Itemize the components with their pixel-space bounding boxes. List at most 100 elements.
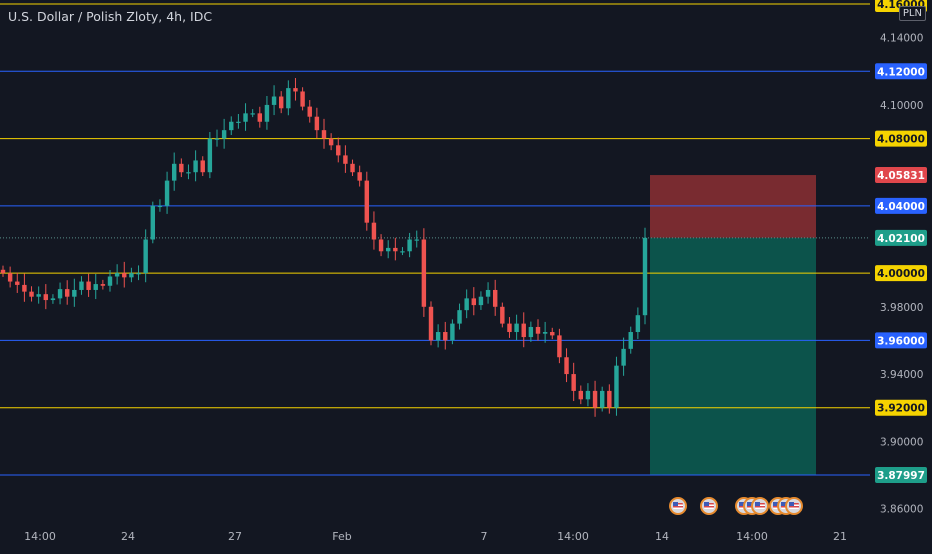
candle-body (635, 315, 641, 333)
us-flag-icon[interactable] (785, 497, 803, 515)
time-tick-label: Feb (332, 530, 351, 543)
us-flag-icon[interactable] (751, 497, 769, 515)
candle-body (407, 239, 412, 252)
candle-body (435, 332, 441, 341)
candle-body (107, 276, 113, 286)
candle-body (257, 113, 263, 122)
candle-body (514, 323, 519, 333)
candle-body (628, 332, 633, 349)
price-label-text: 4.12000 (877, 66, 925, 78)
candle-body (471, 298, 477, 306)
time-tick-label: 27 (228, 530, 242, 543)
price-label-badge (875, 197, 927, 214)
candle-body (136, 273, 141, 275)
candle-body (507, 323, 512, 333)
candle-body (385, 247, 391, 252)
chart-plot-area[interactable]: U.S. Dollar / Polish Zloty, 4h, IDC (0, 0, 870, 520)
candle-body (592, 390, 598, 408)
time-tick-label: 14:00 (24, 530, 56, 543)
candle-body (393, 247, 398, 252)
candle-body (186, 172, 191, 174)
candle-body (328, 138, 334, 146)
candle-body (264, 104, 270, 122)
candle-body (378, 239, 384, 252)
candle-body (236, 121, 241, 123)
price-label-badge (875, 167, 927, 184)
candle-body (321, 130, 327, 139)
candle-body (293, 88, 298, 92)
take-profit-zone[interactable] (650, 237, 816, 476)
candle-body (585, 390, 591, 400)
price-label-badge (875, 332, 927, 349)
candle-body (457, 310, 462, 324)
candle-body (607, 390, 612, 408)
candle-body (86, 281, 91, 290)
candle-body (122, 273, 127, 278)
price-tick-label: 3.90000 (880, 436, 923, 448)
candle-body (357, 172, 362, 181)
candle-body (464, 298, 469, 311)
candle-body (614, 365, 619, 408)
time-tick-label: 21 (833, 530, 847, 543)
candle-body (29, 291, 34, 297)
candle-body (500, 306, 505, 324)
candle-body (492, 289, 498, 307)
candle-body (164, 180, 170, 206)
candle-body (621, 348, 626, 366)
currency-button[interactable]: PLN (898, 6, 926, 21)
us-flag-icon[interactable] (700, 497, 718, 515)
price-label-text: 4.02100 (877, 233, 925, 245)
chart-title: U.S. Dollar / Polish Zloty, 4h, IDC (8, 9, 213, 24)
candle-body (485, 289, 491, 297)
candle-body (15, 281, 20, 285)
candle-body (443, 332, 448, 341)
candle-body (221, 130, 227, 139)
candle-body (200, 160, 205, 173)
candle-body (421, 239, 427, 307)
price-axis-labels: 4.14000 4.10000 3.98000 3.94000 3.90000 3.860… (875, 0, 927, 516)
price-axis[interactable]: 4.14000 4.10000 3.98000 3.94000 3.90000 3.860… (870, 0, 932, 520)
candle-body (314, 116, 320, 131)
candle-body (307, 106, 312, 117)
candle-body (642, 237, 648, 316)
candle-body (478, 296, 484, 306)
candle-body (22, 284, 27, 292)
candle-body (64, 289, 70, 297)
candle-body (79, 281, 84, 290)
candle-body (599, 390, 605, 408)
candle-body (229, 121, 234, 131)
candle-body (250, 113, 255, 115)
candle-body (414, 239, 419, 241)
candle-body (343, 155, 348, 164)
us-flag-icon[interactable] (669, 497, 687, 515)
stop-loss-zone[interactable] (650, 175, 816, 238)
candle-body (93, 284, 98, 290)
price-label-text: 4.00000 (877, 268, 925, 280)
candle-body (114, 273, 120, 277)
candle-body (350, 163, 355, 173)
candle-body (243, 113, 248, 122)
candle-body (371, 222, 377, 240)
time-tick-label: 14 (655, 530, 669, 543)
candle-body (550, 332, 555, 336)
candle-body (72, 289, 77, 297)
candle-body (214, 138, 220, 140)
candle-body (286, 88, 291, 109)
price-label-text: 4.04000 (877, 201, 925, 213)
candle-body (157, 205, 163, 208)
price-label-badge (875, 265, 927, 282)
time-axis[interactable]: 14:00 24 27 Feb 7 14:00 14 14:00 21 (0, 520, 932, 550)
candle-body (57, 289, 63, 299)
price-tick-label: 4.10000 (880, 100, 923, 112)
candle-body (143, 239, 148, 274)
candle-body (528, 326, 534, 338)
candle-body (542, 332, 548, 334)
price-label-text: 4.16000 (877, 0, 925, 11)
price-label-text: 3.96000 (877, 335, 925, 347)
candle-body (36, 294, 41, 297)
time-tick-label: 14:00 (736, 530, 768, 543)
candle-body (400, 251, 405, 253)
candle-body (428, 306, 434, 341)
candle-body (336, 145, 341, 156)
price-label-text: 4.05831 (877, 170, 925, 182)
